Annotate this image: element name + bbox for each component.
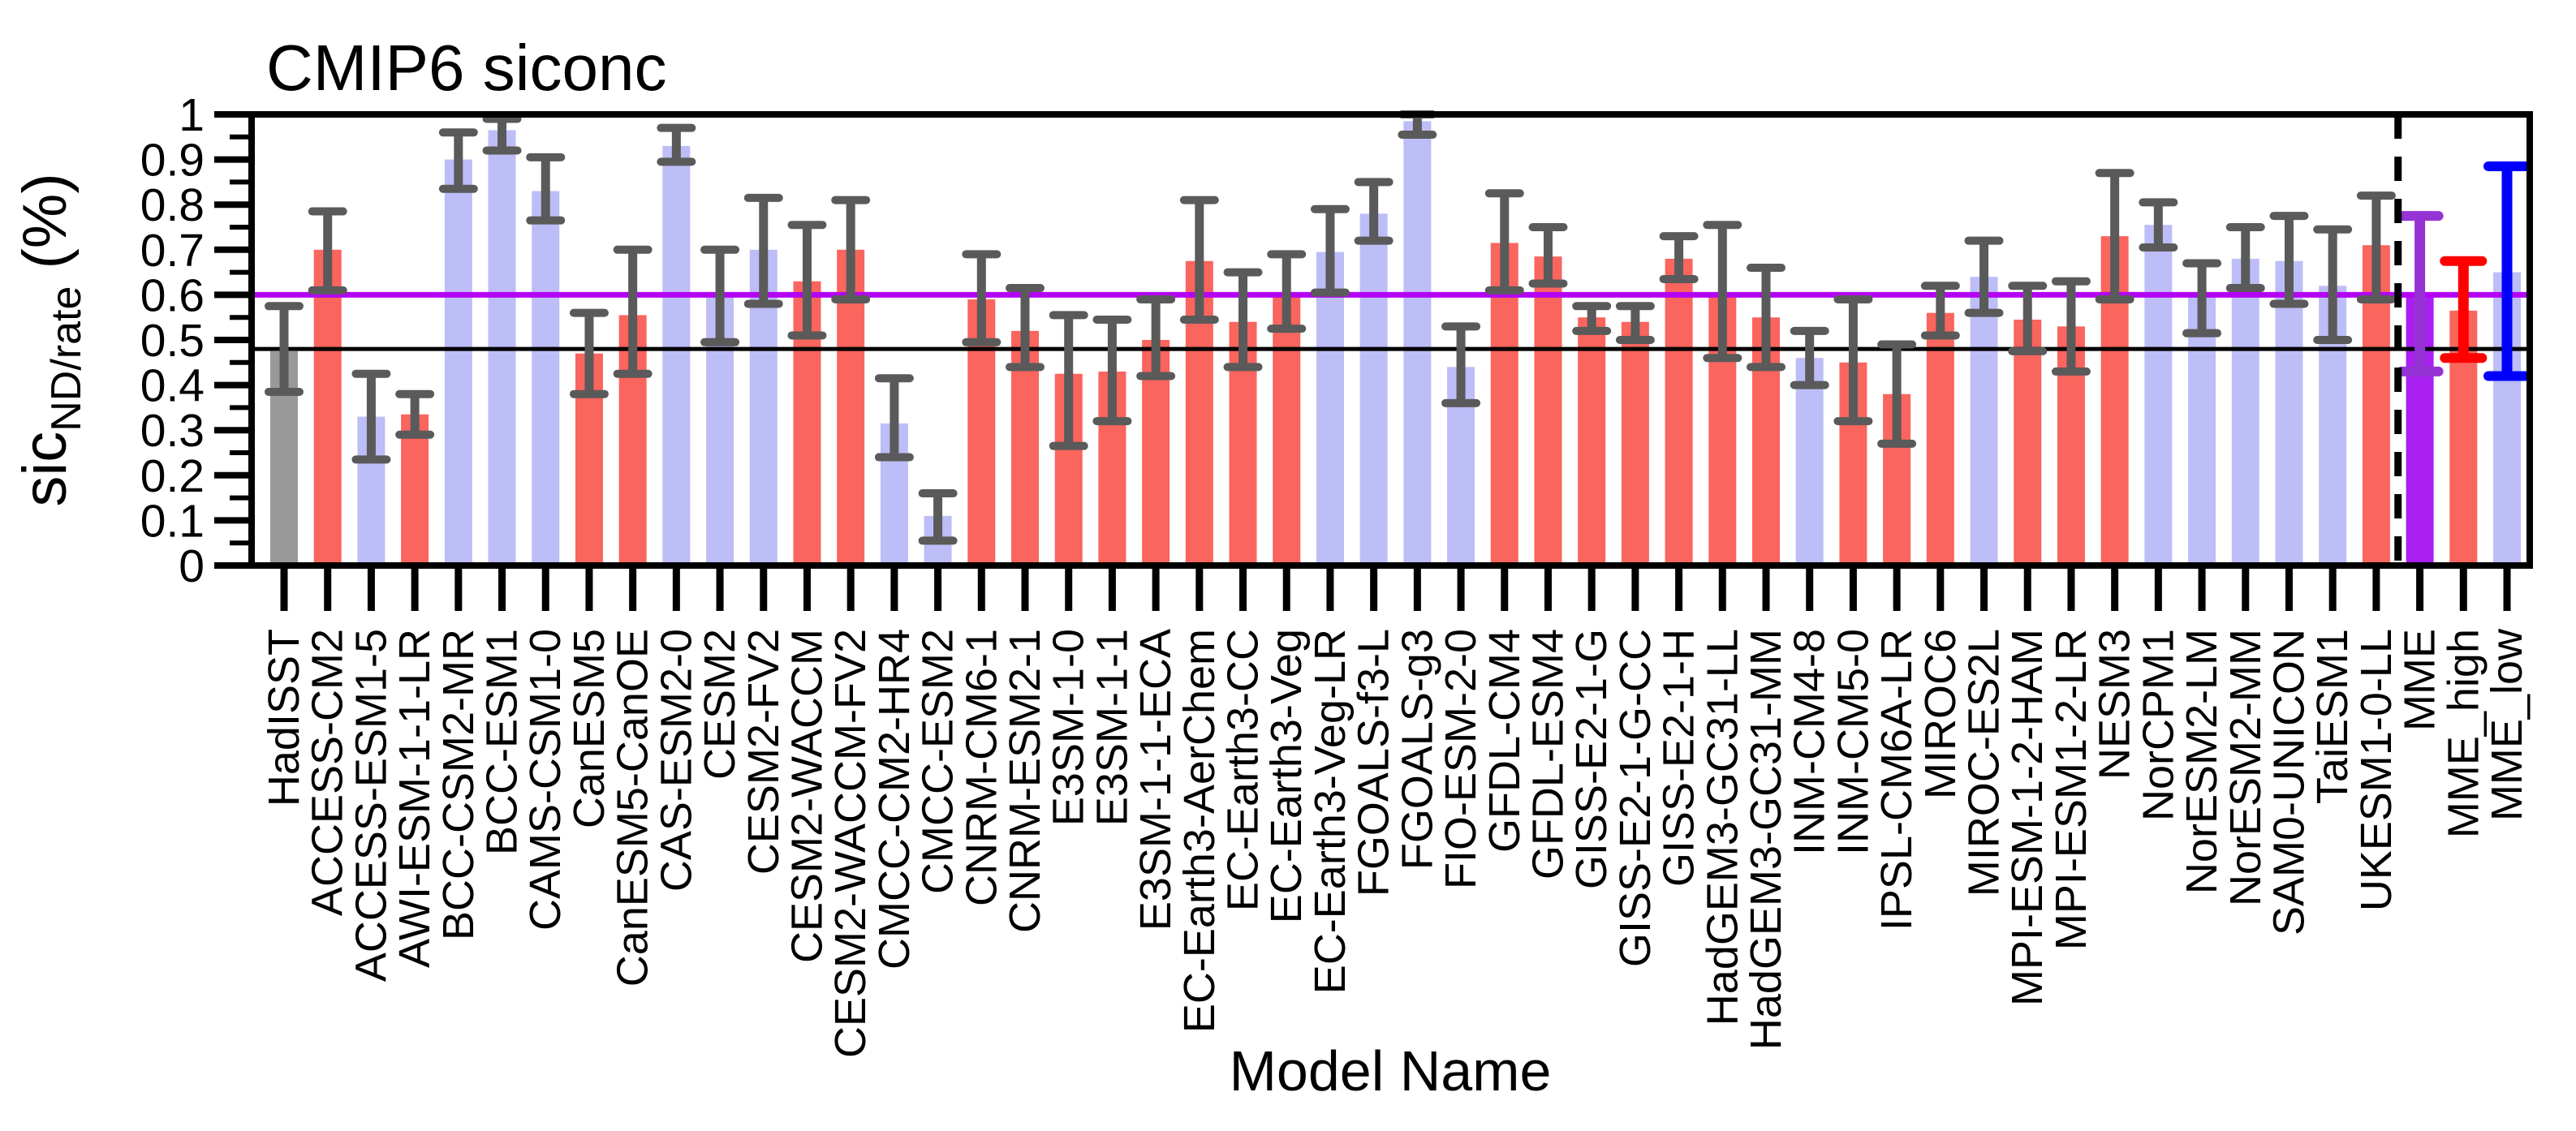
- x-tick-label-HadGEM3-GC31-LL: HadGEM3-GC31-LL: [1698, 629, 1747, 1026]
- plot-frame: [248, 111, 2533, 569]
- bar-NorESM2-MM: [2231, 258, 2259, 566]
- x-tick-label-GFDL-ESM4: GFDL-ESM4: [1523, 629, 1572, 879]
- x-tick-label-CanESM5: CanESM5: [565, 629, 614, 828]
- x-tick-label-GISS-E2-1-G: GISS-E2-1-G: [1567, 629, 1616, 889]
- bar-FGOALS-g3: [1403, 121, 1432, 566]
- x-tick-label-CESM2-WACCM: CESM2-WACCM: [782, 629, 831, 963]
- bar-NorESM2-LM: [2188, 295, 2216, 566]
- bar-FGOALS-f3-L: [1359, 213, 1388, 566]
- x-tick-label-CAS-ESM2-0: CAS-ESM2-0: [652, 629, 700, 892]
- x-tick-label-BCC-CSM2-MR: BCC-CSM2-MR: [434, 629, 483, 940]
- y-tick-label: 0.8: [140, 179, 205, 231]
- x-tick-label-NESM3: NESM3: [2091, 629, 2139, 780]
- y-tick-label: 1: [179, 89, 205, 141]
- y-tick-label: 0.9: [140, 135, 205, 187]
- y-tick-label: 0.1: [140, 495, 205, 547]
- x-tick-label-MIROC6: MIROC6: [1916, 629, 1965, 799]
- x-tick-label-NorESM2-MM: NorESM2-MM: [2221, 629, 2270, 906]
- bar-GISS-E2-1-G: [1578, 317, 1606, 566]
- x-tick-label-CNRM-CM6-1: CNRM-CM6-1: [957, 629, 1006, 906]
- y-tick-label: 0.6: [140, 269, 205, 321]
- x-tick-label-IPSL-CM6A-LR: IPSL-CM6A-LR: [1872, 629, 1921, 931]
- x-tick-label-FGOALS-g3: FGOALS-g3: [1393, 629, 1441, 870]
- y-tick-label: 0.7: [140, 225, 205, 277]
- x-tick-label-MPI-ESM-1-2-HAM: MPI-ESM-1-2-HAM: [2003, 629, 2052, 1006]
- x-tick-label-FIO-ESM-2-0: FIO-ESM-2-0: [1437, 629, 1485, 889]
- x-tick-label-CESM2: CESM2: [696, 629, 744, 780]
- x-tick-label-E3SM-1-1: E3SM-1-1: [1088, 629, 1136, 826]
- x-tick-label-FGOALS-f3-L: FGOALS-f3-L: [1350, 629, 1398, 897]
- y-tick-label: 0.4: [140, 360, 205, 412]
- x-tick-label-MME: MME: [2396, 629, 2445, 731]
- bar-GISS-E2-1-G-CC: [1621, 321, 1649, 566]
- x-tick-label-E3SM-1-1-ECA: E3SM-1-1-ECA: [1131, 629, 1180, 931]
- x-tick-label-EC-Earth3-CC: EC-Earth3-CC: [1219, 629, 1268, 911]
- x-tick-label-EC-Earth3-AerChem: EC-Earth3-AerChem: [1175, 629, 1224, 1033]
- x-tick-label-SAM0-UNICON: SAM0-UNICON: [2264, 629, 2313, 935]
- x-tick-label-CMCC-ESM2: CMCC-ESM2: [914, 629, 963, 894]
- x-tick-label-GISS-E2-1-H: GISS-E2-1-H: [1655, 629, 1704, 887]
- x-tick-label-NorESM2-LM: NorESM2-LM: [2178, 629, 2226, 894]
- bar-SAM0-UNICON: [2275, 260, 2303, 566]
- bar-INM-CM4-8: [1795, 358, 1824, 566]
- x-tick-label-MME_high: MME_high: [2439, 629, 2488, 838]
- x-tick-label-GISS-E2-1-G-CC: GISS-E2-1-G-CC: [1611, 629, 1660, 967]
- x-tick-label-MIROC-ES2L: MIROC-ES2L: [1960, 629, 2009, 897]
- bar-AWI-ESM-1-1-LR: [401, 414, 429, 566]
- y-tick-label: 0.5: [140, 315, 205, 367]
- y-tick-label: 0.3: [140, 405, 205, 457]
- bar-EC-Earth3-Veg: [1273, 292, 1301, 566]
- x-tick-label-AWI-ESM-1-1-LR: AWI-ESM-1-1-LR: [390, 629, 439, 968]
- bar-MPI-ESM-1-2-HAM: [2014, 319, 2042, 566]
- bar-ACCESS-CM2: [313, 249, 342, 566]
- x-tick-label-E3SM-1-0: E3SM-1-0: [1045, 629, 1093, 826]
- x-tick-label-CESM2-WACCM-FV2: CESM2-WACCM-FV2: [826, 629, 875, 1058]
- bar-NorCPM1: [2144, 225, 2173, 566]
- x-tick-label-INM-CM4-8: INM-CM4-8: [1786, 629, 1834, 855]
- x-tick-label-HadGEM3-GC31-MM: HadGEM3-GC31-MM: [1742, 629, 1790, 1050]
- x-tick-label-CESM2-FV2: CESM2-FV2: [739, 629, 788, 875]
- x-tick-label-NorCPM1: NorCPM1: [2134, 629, 2182, 821]
- x-tick-label-CanESM5-CanOE: CanESM5-CanOE: [609, 629, 657, 987]
- bar-GISS-E2-1-H: [1665, 258, 1693, 566]
- bar-BCC-CSM2-MR: [444, 159, 472, 566]
- x-tick-label-GFDL-CM4: GFDL-CM4: [1480, 629, 1529, 853]
- x-tick-label-MPI-ESM1-2-LR: MPI-ESM1-2-LR: [2047, 629, 2096, 950]
- x-tick-label-ACCESS-ESM1-5: ACCESS-ESM1-5: [347, 629, 395, 982]
- x-tick-label-EC-Earth3-Veg-LR: EC-Earth3-Veg-LR: [1306, 629, 1355, 994]
- x-tick-label-ACCESS-CM2: ACCESS-CM2: [304, 629, 352, 916]
- bar-EC-Earth3-Veg-LR: [1316, 252, 1344, 566]
- x-tick-label-MME_low: MME_low: [2483, 628, 2531, 821]
- x-tick-label-EC-Earth3-Veg: EC-Earth3-Veg: [1262, 629, 1311, 923]
- bar-GFDL-ESM4: [1534, 256, 1562, 566]
- x-tick-label-HadISST: HadISST: [260, 629, 308, 806]
- bar-MIROC-ES2L: [1970, 277, 1998, 566]
- x-tick-label-CMCC-CM2-HR4: CMCC-CM2-HR4: [870, 629, 919, 970]
- bar-CAS-ESM2-0: [662, 145, 691, 566]
- chart-title: CMIP6 siconc: [266, 32, 667, 104]
- y-tick-label: 0.2: [140, 450, 205, 502]
- bar-MIROC6: [1926, 312, 1954, 566]
- x-tick-label-CNRM-ESM2-1: CNRM-ESM2-1: [1001, 629, 1049, 933]
- x-tick-label-BCC-ESM1: BCC-ESM1: [478, 629, 527, 855]
- x-tick-label-CAMS-CSM1-0: CAMS-CSM1-0: [521, 629, 570, 931]
- bar-CAMS-CSM1-0: [532, 191, 560, 566]
- x-tick-label-INM-CM5-0: INM-CM5-0: [1829, 629, 1877, 855]
- y-tick-label: 0: [179, 540, 205, 592]
- x-tick-label-UKESM1-0-LL: UKESM1-0-LL: [2352, 629, 2401, 911]
- x-tick-label-TaiESM1: TaiESM1: [2308, 629, 2357, 804]
- x-axis-title: Model Name: [1229, 1039, 1552, 1103]
